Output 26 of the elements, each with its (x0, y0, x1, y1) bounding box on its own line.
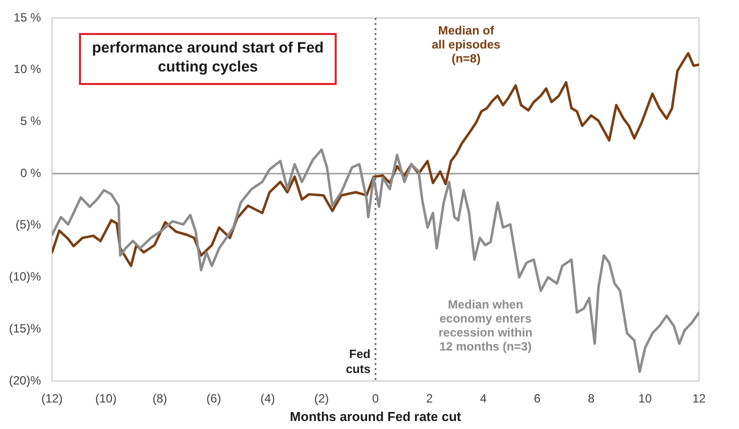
x-tick-label: 0 (372, 392, 380, 406)
x-tick-label: (2) (314, 392, 329, 406)
x-axis-title: Months around Fed rate cut (290, 408, 462, 424)
series-label: Median when economy enters recession within 12 months (n=3) (438, 298, 533, 354)
y-tick-label: 5 % (20, 114, 42, 128)
x-tick-label: 10 (638, 392, 652, 406)
text: performance around start of Fed cutting cycles (92, 40, 324, 76)
y-tick-label: (15)% (8, 321, 42, 336)
ref-line-label: Fed cuts (346, 347, 371, 376)
y-tick-label: (10)% (8, 270, 42, 284)
x-tick-label: 12 (692, 392, 706, 406)
y-tick-label: 0 % (20, 166, 42, 180)
x-tick-label: (12) (41, 392, 63, 406)
y-tick-label: 10 % (14, 62, 42, 76)
y-tick-label: 15 % (14, 10, 42, 24)
x-tick-label: 6 (534, 392, 541, 406)
y-tick-label: (20)% (8, 373, 42, 388)
y-tick-label: (5)% (16, 218, 42, 232)
x-tick-label: (10) (95, 392, 117, 406)
x-tick-label: 4 (480, 392, 487, 406)
x-tick-label: (4) (260, 392, 276, 406)
x-tick-label: (6) (206, 392, 222, 406)
x-tick-label: (8) (152, 392, 168, 406)
text: Median of all episodes (n=8) (432, 24, 501, 66)
x-tick-label: 2 (426, 392, 434, 406)
x-tick-label: 8 (588, 392, 595, 406)
